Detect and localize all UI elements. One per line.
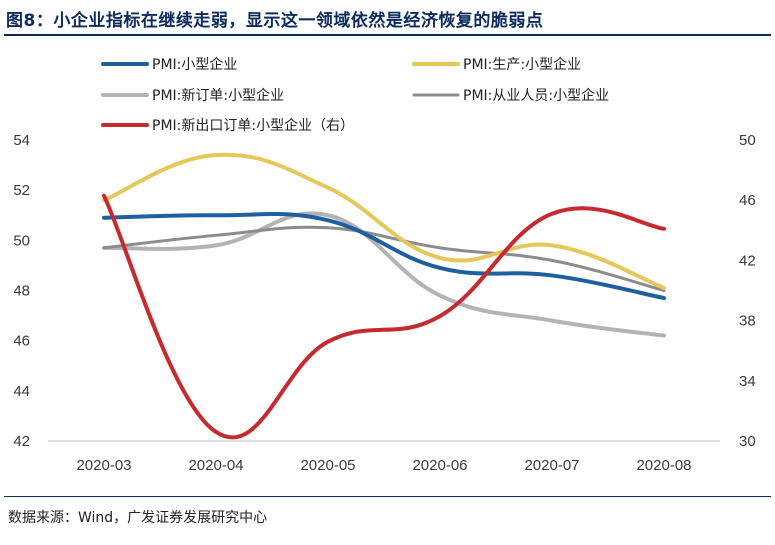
series-line — [102, 193, 666, 440]
right-axis-tick-label: 38 — [739, 313, 756, 330]
left-axis-tick-label: 48 — [13, 283, 30, 300]
right-axis-tick-label: 34 — [739, 373, 756, 390]
left-axis-tick-label: 52 — [13, 182, 30, 199]
left-axis-tick-label: 50 — [13, 232, 30, 249]
axes: 42 44 46 48 50 52 54 30 34 38 42 46 50 2020-03 2020-04… — [13, 132, 755, 474]
source-note: 数据来源：Wind，广发证券发展研究中心 — [8, 510, 268, 526]
right-axis-tick-label: 50 — [739, 132, 756, 149]
right-axis-tick-label: 30 — [739, 433, 756, 450]
right-axis-tick-label: 46 — [739, 192, 756, 209]
left-axis-tick-label: 54 — [13, 132, 30, 149]
legend-label: PMI:生产:小型企业 — [463, 56, 581, 73]
chart-title: 图8：小企业指标在继续走弱，显示这一领域依然是经济恢复的脆弱点 — [6, 11, 544, 31]
series-lines — [102, 152, 666, 440]
x-axis-tick-label: 2020-03 — [76, 457, 131, 474]
right-axis-tick-label: 42 — [739, 252, 756, 269]
left-axis-tick-label: 46 — [13, 333, 30, 350]
x-axis-tick-label: 2020-04 — [188, 457, 243, 474]
legend-label: PMI:小型企业 — [152, 56, 237, 73]
legend: PMI:小型企业 PMI:生产:小型企业 PMI:新订单:小型企业 PMI:从业人员:… — [101, 56, 609, 134]
title-divider — [4, 34, 771, 36]
x-axis-tick-label: 2020-06 — [412, 457, 467, 474]
legend-label: PMI:新订单:小型企业 — [152, 87, 284, 104]
legend-label: PMI:新出口订单:小型企业（右） — [152, 117, 354, 134]
left-axis-tick-label: 44 — [13, 383, 30, 400]
series-line — [102, 211, 666, 301]
series-line — [102, 152, 666, 290]
legend-label: PMI:从业人员:小型企业 — [463, 87, 609, 104]
left-axis-tick-label: 42 — [13, 433, 30, 450]
x-axis-tick-label: 2020-05 — [300, 457, 355, 474]
x-axis-tick-label: 2020-08 — [636, 457, 691, 474]
series-line — [102, 211, 666, 338]
series-line — [102, 225, 666, 292]
footer-divider — [4, 496, 771, 497]
x-axis-tick-label: 2020-07 — [524, 457, 579, 474]
